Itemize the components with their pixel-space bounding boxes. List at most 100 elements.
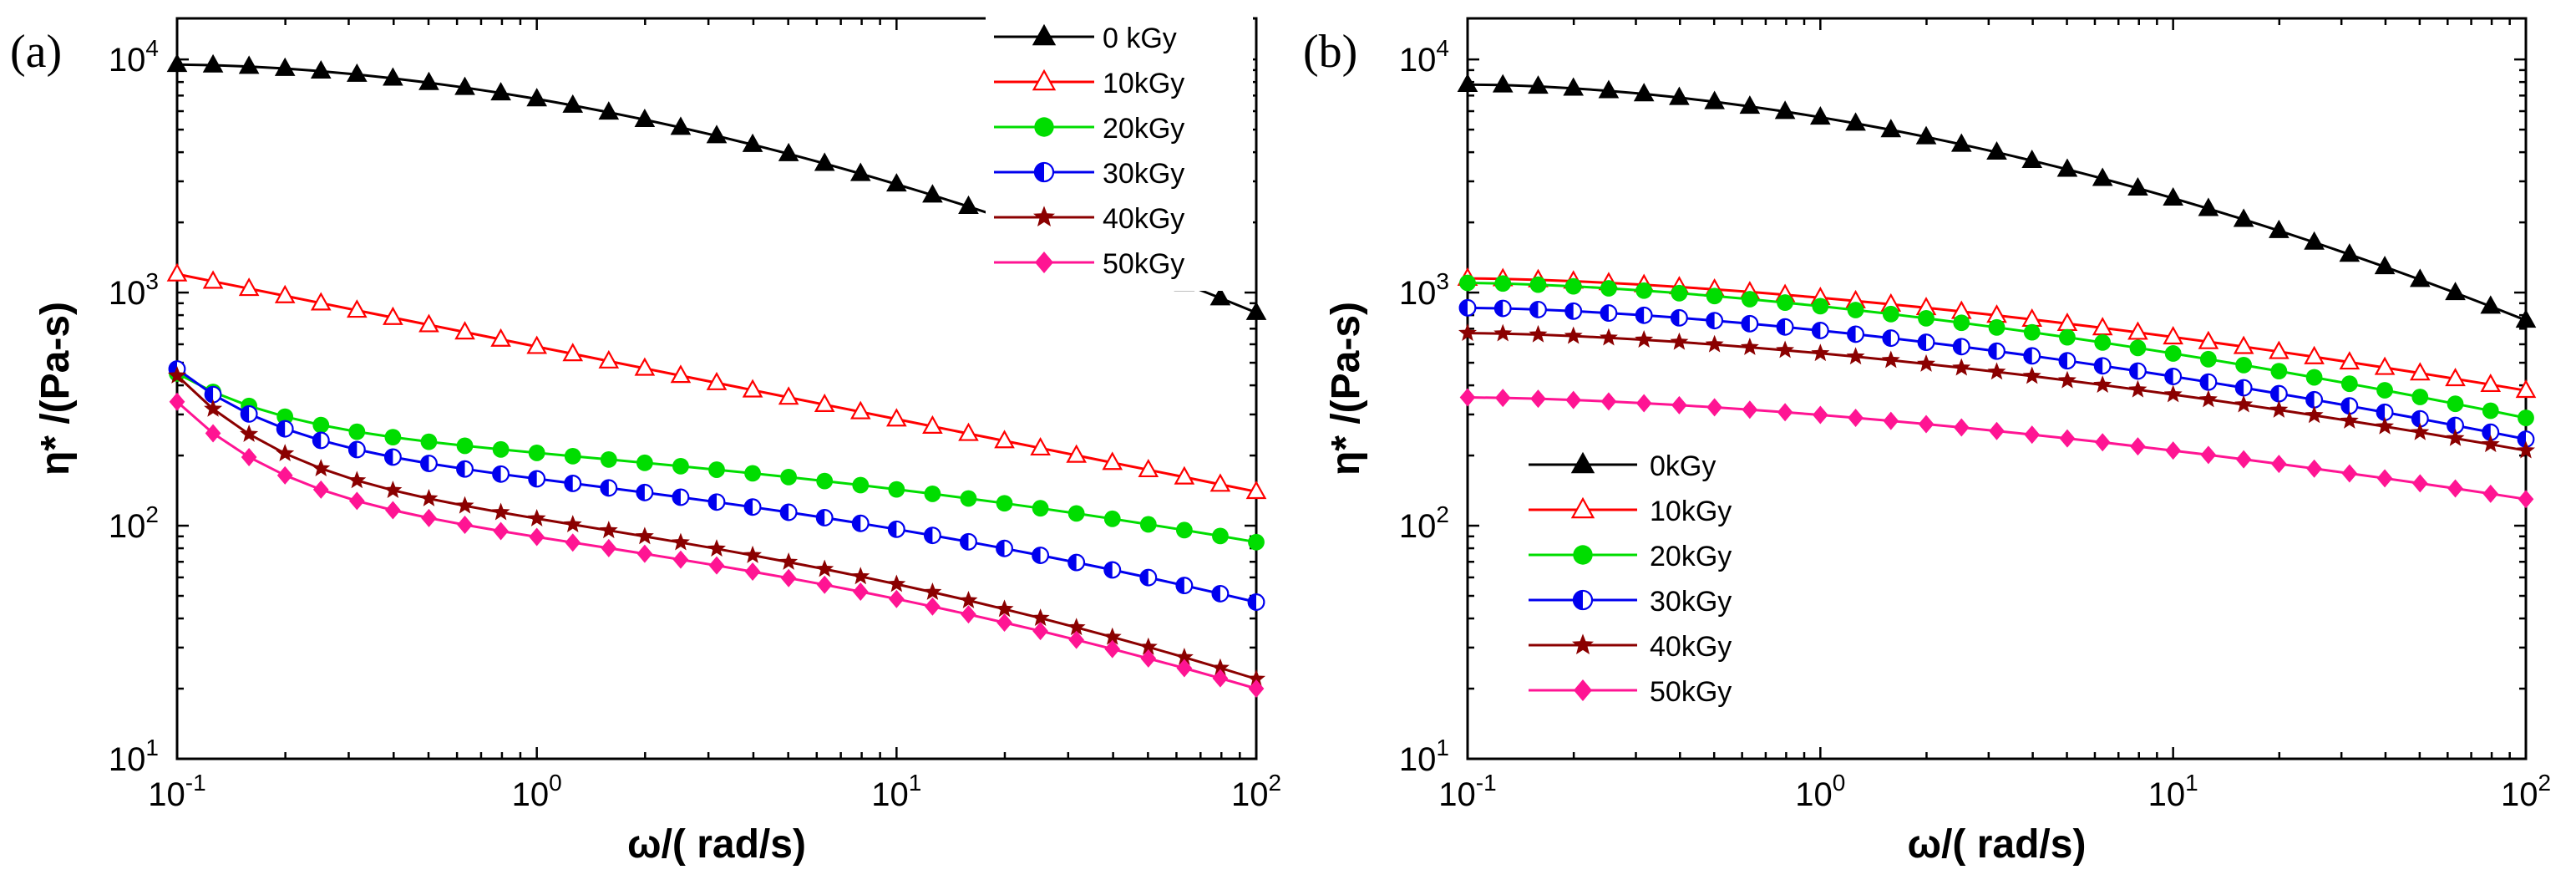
- data-point: [922, 184, 943, 203]
- legend-label: 0 kGy: [1103, 23, 1177, 54]
- data-point: [418, 71, 439, 90]
- data-point: [383, 306, 403, 325]
- data-point: [2306, 459, 2322, 478]
- data-point: [2304, 345, 2325, 364]
- data-point: [707, 539, 726, 557]
- data-point: [996, 539, 1013, 557]
- data-point: [526, 335, 547, 354]
- legend-marker: [1572, 633, 1594, 655]
- data-point: [1564, 277, 1582, 295]
- data-point: [2128, 379, 2148, 398]
- legend-marker: [1573, 545, 1593, 565]
- legend-item: 0 kGy: [994, 23, 1177, 54]
- data-point: [814, 152, 835, 171]
- data-point: [276, 408, 294, 425]
- data-point: [636, 483, 654, 501]
- data-point: [274, 57, 296, 76]
- data-point: [887, 574, 906, 593]
- data-point: [743, 545, 763, 563]
- data-point: [1986, 140, 2007, 160]
- data-point: [2482, 484, 2499, 503]
- legend: 0kGy 10kGy 20kGy 30kGy 40kGy 50kGy: [1529, 450, 1732, 708]
- data-point: [527, 508, 546, 526]
- y-tick-label: 103: [109, 268, 159, 312]
- data-point: [2235, 356, 2253, 374]
- data-point: [1812, 405, 1828, 425]
- data-point: [2374, 356, 2396, 375]
- data-point: [529, 527, 545, 547]
- data-point: [2304, 231, 2325, 250]
- series-20kgy: [1459, 274, 2534, 426]
- data-point: [1845, 112, 1866, 131]
- data-point: [2094, 333, 2112, 351]
- data-point: [1706, 398, 1722, 417]
- data-point: [312, 480, 329, 499]
- data-point: [672, 550, 689, 569]
- data-point: [634, 108, 656, 128]
- legend-item: 40kGy: [994, 203, 1184, 235]
- data-point: [1882, 305, 1899, 323]
- data-point: [2057, 370, 2077, 389]
- data-point: [1918, 310, 1935, 327]
- data-point: [1102, 451, 1123, 470]
- data-point: [2234, 394, 2254, 413]
- legend-marker: [1572, 589, 1594, 611]
- data-point: [960, 490, 977, 507]
- data-point: [815, 509, 834, 526]
- data-point: [2023, 323, 2041, 341]
- data-point: [1245, 301, 1267, 320]
- legend-marker: [1570, 496, 1595, 519]
- data-point: [421, 508, 437, 527]
- data-point: [996, 495, 1013, 512]
- y-tick-label: 101: [109, 735, 159, 778]
- data-point: [418, 313, 439, 333]
- data-point: [2341, 464, 2358, 483]
- data-point: [1457, 73, 1478, 93]
- legend-item: 0kGy: [1529, 450, 1716, 482]
- data-point: [1741, 314, 1759, 333]
- data-point: [1917, 353, 1936, 372]
- data-point: [563, 515, 582, 532]
- data-point: [779, 503, 798, 521]
- y-tick-label: 103: [1399, 268, 1449, 312]
- x-tick-label: 102: [1231, 770, 1281, 813]
- data-point: [1209, 473, 1231, 492]
- data-point: [238, 55, 260, 74]
- data-point: [2517, 440, 2535, 459]
- legend-item: 20kGy: [1529, 541, 1732, 572]
- data-point: [2445, 282, 2466, 301]
- x-tick-label: 10-1: [148, 770, 205, 813]
- data-point: [276, 444, 295, 461]
- data-point: [2198, 389, 2218, 408]
- y-tick-label: 104: [109, 35, 159, 79]
- data-point: [166, 53, 188, 73]
- data-point: [2199, 373, 2218, 391]
- data-point: [2518, 490, 2534, 509]
- legend-item: 30kGy: [994, 158, 1184, 190]
- data-point: [312, 459, 331, 476]
- series-10kgy: [166, 262, 1267, 500]
- data-point: [1600, 304, 1618, 323]
- data-point: [706, 371, 728, 390]
- data-point: [670, 364, 692, 384]
- data-point: [1599, 328, 1618, 346]
- data-point: [2374, 256, 2396, 275]
- data-point: [493, 521, 509, 541]
- data-point: [1600, 280, 1617, 297]
- data-point: [1031, 608, 1050, 626]
- data-point: [1529, 300, 1547, 318]
- data-point: [348, 491, 365, 511]
- data-point: [1494, 389, 1511, 408]
- legend-marker: [1033, 161, 1055, 183]
- data-point: [1564, 302, 1583, 320]
- data-point: [2129, 339, 2147, 357]
- data-point: [672, 488, 690, 506]
- data-point: [2411, 409, 2429, 428]
- data-point: [2058, 352, 2077, 370]
- data-point: [2023, 347, 2041, 365]
- panel-label: (b): [1303, 26, 1357, 78]
- data-point: [454, 76, 475, 95]
- data-point: [528, 470, 546, 488]
- data-point: [816, 472, 834, 490]
- data-point: [1030, 436, 1051, 456]
